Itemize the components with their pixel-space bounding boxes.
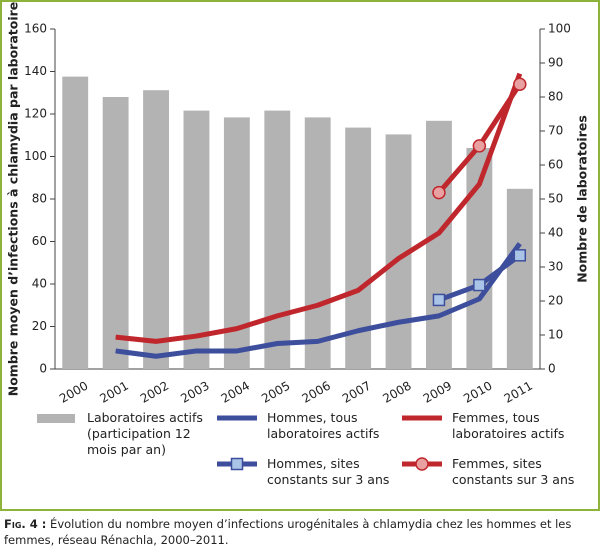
legend-label: Femmes, sites constants sur 3 ans [452,456,575,487]
bar [62,76,89,369]
y2-tick-label: 30 [548,260,563,274]
y-tick-label: 160 [24,22,47,36]
x-tick-label: 2003 [178,379,211,406]
y-tick-label: 0 [39,362,47,376]
y-tick-label: 20 [32,319,47,333]
x-tick-label: 2004 [219,379,252,406]
x-tick-label: 2009 [421,379,454,406]
bar [143,90,169,369]
line [115,242,522,359]
bar [426,120,452,369]
bar [506,188,533,369]
bar [183,110,210,369]
y2-tick-label: 20 [548,294,563,308]
y-tick-label: 40 [32,277,47,291]
legend-swatch [402,457,442,471]
y-tick-label: 140 [24,64,47,78]
legend-bar [37,414,75,423]
x-tick-label: 2005 [259,379,292,406]
x-tick-label: 2000 [57,379,90,406]
x-tick-label: 2008 [380,379,413,406]
y-tick-label: 120 [24,107,47,121]
legend-label: Hommes, sites constants sur 3 ans [267,456,390,487]
marker [432,293,446,307]
x-tick-label: 2011 [502,379,535,406]
x-tick-label: 2001 [97,379,130,406]
y2-tick-label: 100 [548,22,571,36]
frame [0,0,600,511]
marker [472,139,487,153]
y-tick-label: 60 [32,234,47,248]
x-tick-label: 2007 [340,379,373,406]
y2-tick-label: 90 [548,56,563,70]
marker [513,77,527,91]
y2-tick-label: 50 [548,192,563,206]
caption: Fig. 4 : Évolution du nombre moyen d’inf… [4,516,596,548]
legend-label: Femmes, tous laboratoires actifs [452,410,565,441]
legend-swatch [37,414,75,423]
legend-swatch [402,415,442,421]
y2-tick-label: 10 [548,328,563,342]
y2-tick-label: 80 [548,90,563,104]
x-tick-label: 2002 [138,379,171,406]
legend-marker [415,457,429,471]
bar [102,97,129,369]
y-tick-label: 100 [24,149,47,163]
bar [304,117,331,370]
y2-tick-label: 60 [548,158,563,172]
legend-marker [230,457,244,471]
legend-label: Hommes, tous laboratoires actifs [267,410,380,441]
caption-text: Évolution du nombre moyen d’infections u… [4,517,572,547]
y-tick-label: 80 [32,192,47,206]
y2-tick-label: 40 [548,226,563,240]
legend-swatch [217,457,257,471]
x-tick-label: 2010 [461,379,494,406]
legend-label: Laboratoires actifs (participation 12 mo… [87,410,203,457]
y-axis-label: Nombre moyen d’infections à chlamydia pa… [6,2,21,397]
y2-tick-label: 70 [548,124,563,138]
legend-swatch [217,415,257,421]
line [115,72,523,344]
y2-tick-label: 0 [548,362,556,376]
marker [473,278,486,292]
marker [513,249,527,262]
bar [264,110,291,369]
chart: Nombre moyen d’infections à chlamydia pa… [0,0,600,511]
marker [432,185,446,200]
y2-axis-label: Nombre de laboratoires [575,115,590,283]
x-tick-label: 2006 [300,379,333,406]
caption-label: Fig. 4 : [4,517,47,531]
